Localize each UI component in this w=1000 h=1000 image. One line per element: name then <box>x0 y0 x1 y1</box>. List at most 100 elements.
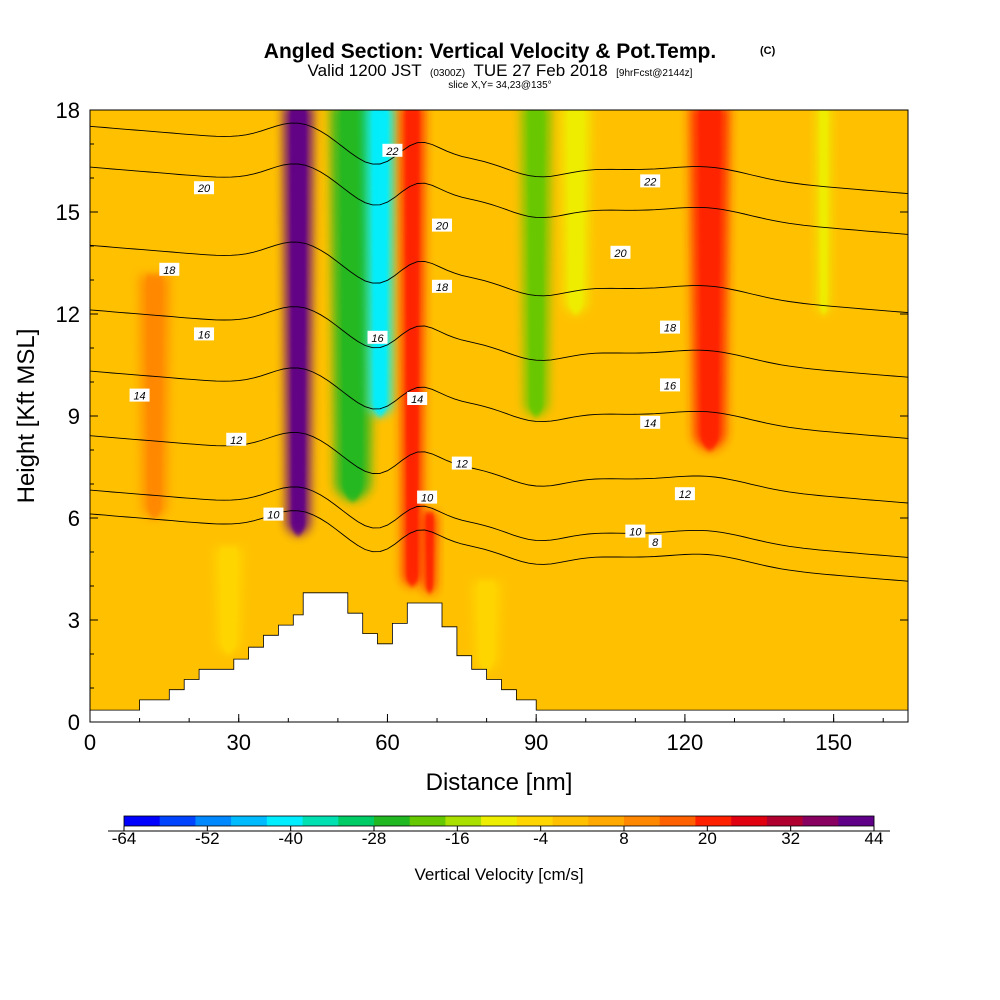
theta-label-text: 22 <box>385 146 398 158</box>
theta-label-text: 20 <box>613 248 627 260</box>
colorbar-swatch <box>731 816 768 826</box>
colorbar-label: 32 <box>781 829 800 848</box>
colorbar-swatch <box>266 816 303 826</box>
x-tick-label: 120 <box>667 730 704 755</box>
colorbar-swatch <box>195 816 232 826</box>
theta-label: 10 <box>263 507 284 522</box>
colorbar-swatch <box>838 816 875 826</box>
velocity-plume-core-4 <box>405 110 420 586</box>
theta-label: 14 <box>129 388 150 403</box>
theta-contour-16 <box>90 306 908 378</box>
x-tick-label: 90 <box>524 730 548 755</box>
theta-label: 18 <box>660 320 681 335</box>
theta-label: 12 <box>674 487 695 501</box>
theta-label-box <box>194 327 215 341</box>
velocity-plume-core-7 <box>567 110 584 314</box>
theta-label-box <box>610 245 631 259</box>
theta-label-text: 16 <box>371 333 384 345</box>
velocity-plume-core-12 <box>478 581 495 671</box>
theta-contour-18 <box>90 241 908 314</box>
theta-label-box <box>367 330 388 344</box>
theta-label-box <box>431 218 452 232</box>
colorbar-label: -52 <box>195 829 220 848</box>
theta-label-text: 12 <box>679 489 691 501</box>
theta-label-text: 16 <box>198 329 211 341</box>
theta-label: 10 <box>417 490 438 505</box>
theta-label: 20 <box>610 245 631 260</box>
colorbar-swatch <box>374 816 411 826</box>
theta-label: 18 <box>159 262 180 277</box>
theta-label-box <box>640 415 661 429</box>
x-tick-label: 30 <box>226 730 250 755</box>
theta-label-box <box>674 487 695 501</box>
valid-time-utc: (0300Z) <box>430 68 465 79</box>
colorbar-label: -16 <box>445 829 470 848</box>
theta-label-text: 16 <box>664 380 677 392</box>
colorbar-swatch <box>338 816 375 826</box>
velocity-plume-core-8 <box>698 110 721 450</box>
theta-contour-10 <box>90 486 908 558</box>
theta-contour-20 <box>90 163 908 235</box>
y-axis-label: Height [Kft MSL] <box>13 329 40 504</box>
y-tick-label: 0 <box>68 710 80 735</box>
theta-label-text: 14 <box>644 418 656 430</box>
axes: 0 30 60 90 120 150 0 3 6 9 12 15 18 <box>56 98 908 755</box>
theta-label-text: 14 <box>133 391 145 403</box>
colorbar: -64 -52 -40 -28 -16 -4 8 20 32 44 <box>108 815 890 848</box>
x-axis-label: Distance [nm] <box>426 769 573 796</box>
theta-label-box <box>648 534 662 548</box>
theta-label-text: 10 <box>629 527 642 539</box>
colorbar-frame <box>123 815 875 827</box>
theta-label-box <box>382 143 403 157</box>
colorbar-label: -4 <box>533 829 548 848</box>
y-tick-label: 18 <box>56 98 80 123</box>
velocity-plume-core-10 <box>146 275 163 518</box>
theta-label-box <box>263 507 284 521</box>
theta-label-text: 14 <box>411 394 423 406</box>
chart-title-mark: (C) <box>760 45 776 57</box>
colorbar-label: 20 <box>698 829 717 848</box>
theta-contour-labels: 8 10 10 10 12 12 12 14 14 14 16 16 16 18 18 18 20 20 20 22 2… <box>129 143 695 549</box>
theta-label-text: 22 <box>643 176 656 188</box>
theta-label: 22 <box>382 143 403 158</box>
theta-label-box <box>431 279 452 293</box>
valid-time: Valid 1200 JST <box>308 61 422 80</box>
theta-label-text: 18 <box>664 323 677 335</box>
theta-label-text: 20 <box>197 183 211 195</box>
theta-label: 20 <box>194 181 215 195</box>
theta-label: 16 <box>194 327 215 341</box>
theta-label: 14 <box>407 392 428 406</box>
colorbar-title: Vertical Velocity [cm/s] <box>414 865 583 884</box>
colorbar-label: -40 <box>278 829 303 848</box>
theta-label-box <box>417 490 438 504</box>
theta-label-text: 8 <box>652 537 659 549</box>
y-tick-label: 3 <box>68 608 80 633</box>
velocity-plume-core-6 <box>528 110 545 416</box>
colorbar-swatch <box>231 816 268 826</box>
theta-label-box <box>660 320 681 334</box>
chart-title: Angled Section: Vertical Velocity & Pot.… <box>264 40 716 63</box>
forecast-info: [9hrFcst@2144z] <box>616 68 693 79</box>
theta-label-box <box>660 378 681 392</box>
colorbar-swatch <box>766 816 803 826</box>
theta-label: 10 <box>625 524 646 539</box>
velocity-plume-core-9 <box>819 110 828 314</box>
theta-label: 8 <box>648 534 662 549</box>
theta-label: 12 <box>226 432 247 447</box>
x-tick-label: 0 <box>84 730 96 755</box>
x-tick-label: 60 <box>375 730 399 755</box>
theta-label-box <box>407 392 428 405</box>
velocity-plume-core-11 <box>220 547 237 654</box>
colorbar-label: -28 <box>362 829 387 848</box>
theta-label-box <box>129 388 150 402</box>
velocity-plume-core-1 <box>290 110 307 535</box>
theta-label-box <box>640 174 661 188</box>
colorbar-swatch <box>445 816 482 826</box>
colorbar-swatch <box>124 816 161 826</box>
theta-label-text: 10 <box>267 510 280 522</box>
theta-label-text: 18 <box>163 265 176 277</box>
velocity-plume-core-5 <box>425 513 434 593</box>
theta-label: 18 <box>431 279 452 294</box>
colorbar-swatch <box>695 816 732 826</box>
